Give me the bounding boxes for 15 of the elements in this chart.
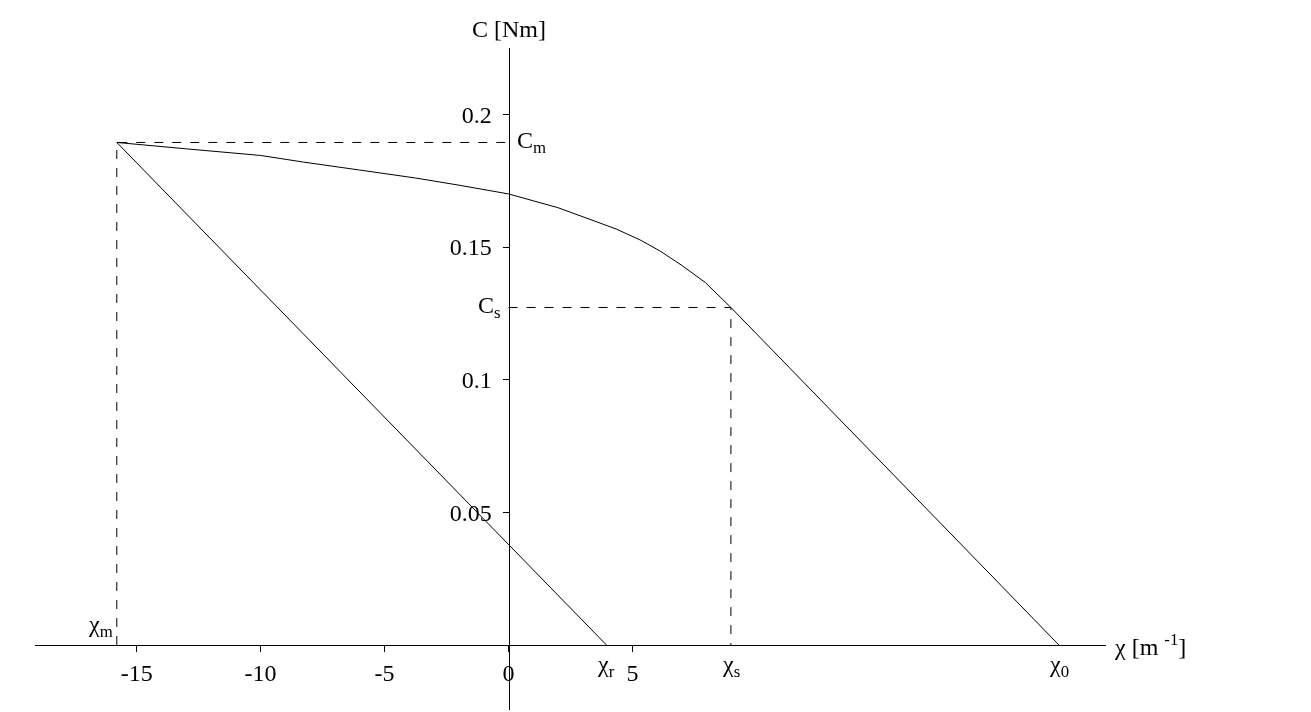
y-tick-label: 0.1 — [461, 367, 492, 394]
annotation: χ$_{r}$ — [597, 651, 615, 682]
x-axis-title: χ [m $^{-1}$] — [1114, 630, 1187, 661]
y-tick-label: 0.15 — [449, 234, 492, 261]
x-tick-label: -10 — [244, 659, 277, 686]
annotation: C$_{s}$ — [478, 292, 501, 323]
x-tick-label: -15 — [120, 659, 153, 686]
x-tick-label: -5 — [374, 659, 395, 686]
annotation: C$_{m}$ — [517, 127, 547, 158]
annotation: χ$_{s}$ — [722, 651, 741, 682]
y-axis-title: C [Nm] — [472, 16, 546, 42]
annotation: χ$_{0}$ — [1049, 651, 1070, 682]
annotation: χ$_{m}$ — [88, 611, 113, 642]
x-tick-label: 5 — [626, 659, 639, 686]
y-tick-label: 0.2 — [461, 101, 492, 128]
